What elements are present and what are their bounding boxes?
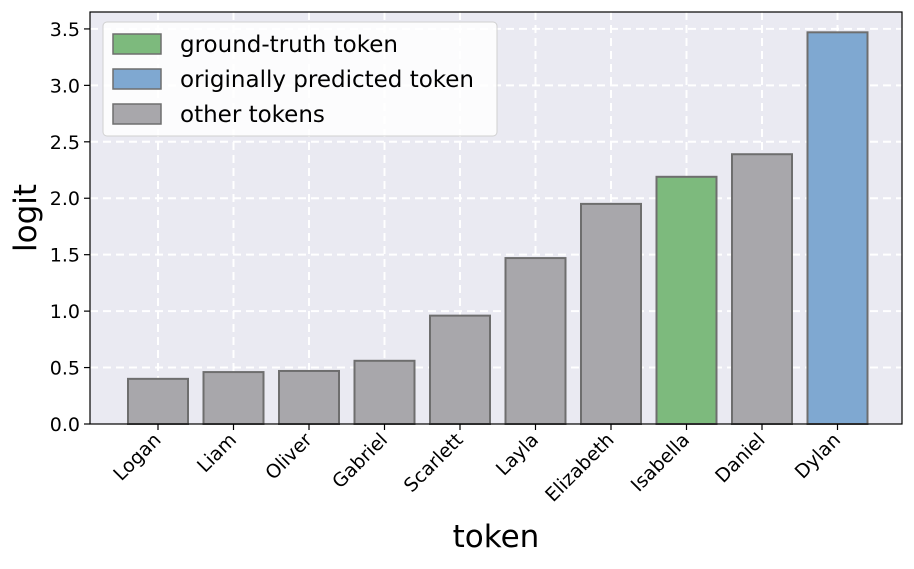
x-tick-label: Isabella xyxy=(627,429,694,496)
bar-liam xyxy=(202,371,265,426)
bar-dylan xyxy=(806,31,869,425)
legend: ground-truth token originally predicted t… xyxy=(102,21,498,137)
bar-scarlett xyxy=(429,314,491,426)
legend-label-other: other tokens xyxy=(180,102,325,128)
y-tick-label: 0.0 xyxy=(50,414,80,436)
bar-daniel xyxy=(731,153,793,425)
x-tick-label: Elizabeth xyxy=(541,429,618,506)
x-tick-label: Dylan xyxy=(791,429,845,483)
x-axis: Logan Liam Oliver Gabriel Scarlett LaylaEliza… xyxy=(109,424,845,506)
legend-label-ground_truth: ground-truth token xyxy=(180,32,398,58)
bars xyxy=(127,31,869,426)
x-tick-label: Logan xyxy=(109,429,165,485)
x-axis-label: token xyxy=(453,519,540,555)
bar-elizabeth xyxy=(580,202,642,425)
y-tick-label: 1.5 xyxy=(50,245,80,267)
x-tick-label: Liam xyxy=(193,429,241,477)
bar-gabriel xyxy=(353,359,416,425)
y-tick-label: 0.5 xyxy=(50,358,80,380)
x-tick-label: Gabriel xyxy=(328,429,392,493)
y-tick-label: 1.0 xyxy=(50,301,80,323)
y-tick-label: 2.5 xyxy=(50,132,80,154)
bar-oliver xyxy=(278,369,340,425)
bar-isabella xyxy=(655,175,718,425)
y-axis: 0.0 0.5 1.0 1.5 2.0 2.5 3.0 3.5 xyxy=(50,19,90,436)
legend-swatch-predicted xyxy=(112,68,162,90)
x-tick-label: Daniel xyxy=(711,429,769,487)
x-tick-label: Oliver xyxy=(261,429,316,484)
legend-box xyxy=(102,21,498,137)
legend-swatch-ground_truth xyxy=(112,33,162,55)
axes-frame xyxy=(89,11,903,425)
y-tick-label: 2.0 xyxy=(50,188,80,210)
legend-label-predicted: originally predicted token xyxy=(180,67,474,93)
y-axis-label: logit xyxy=(8,184,44,252)
y-tick-label: 3.5 xyxy=(50,19,80,41)
x-tick-label: Scarlett xyxy=(400,429,468,497)
bar-logan xyxy=(127,377,189,425)
bar-layla xyxy=(504,257,567,425)
legend-swatch-other xyxy=(112,103,162,125)
x-tick-label: Layla xyxy=(492,429,543,480)
y-tick-label: 3.0 xyxy=(50,75,80,97)
